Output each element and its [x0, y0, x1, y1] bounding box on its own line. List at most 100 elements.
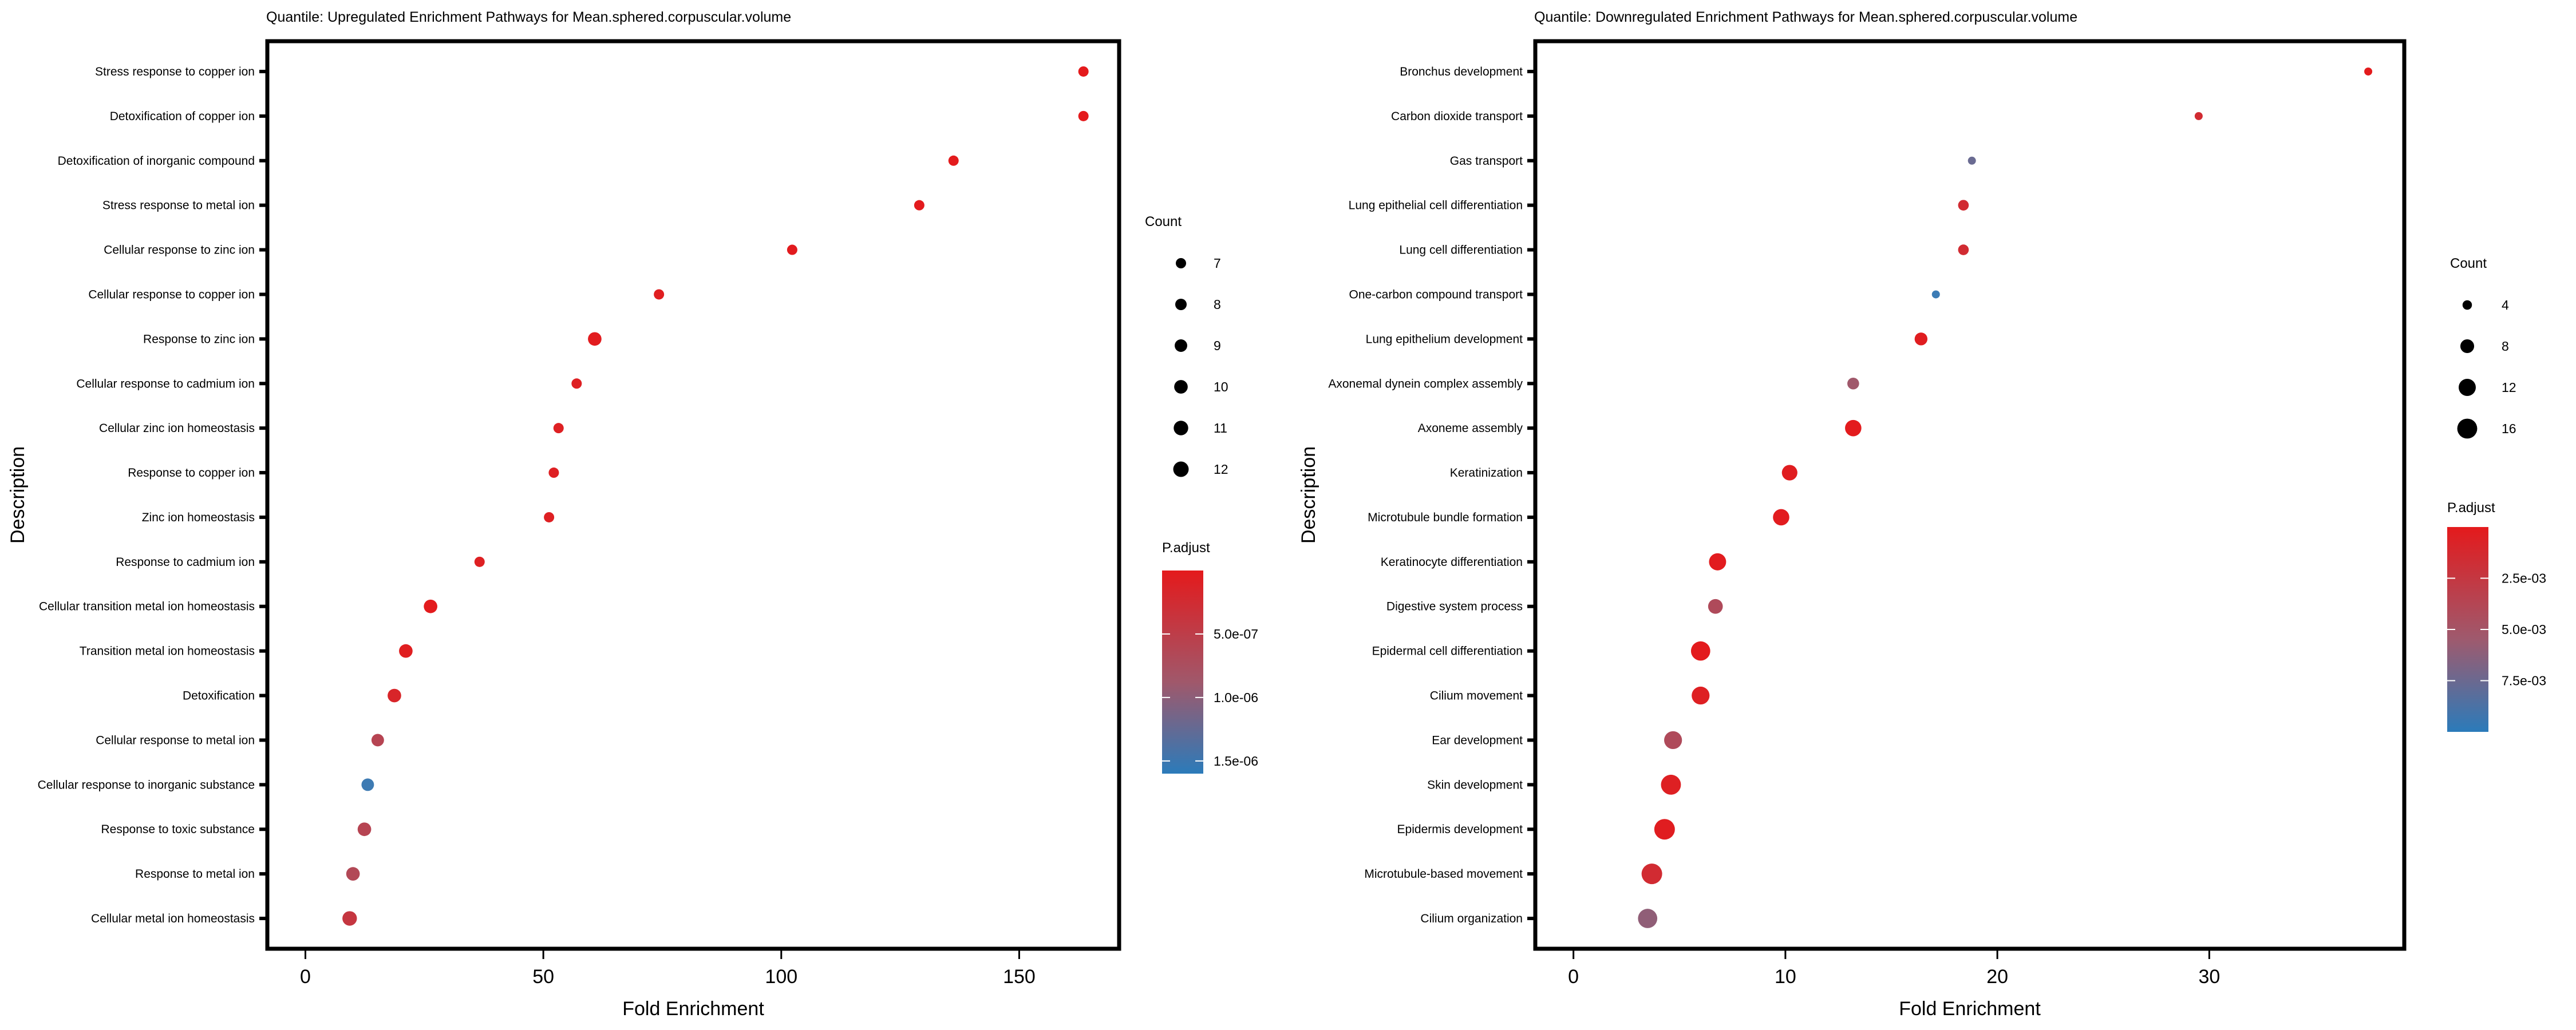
data-point [361, 778, 374, 791]
count-legend-key [1175, 298, 1187, 311]
p-adjust-legend-label: 7.5e-03 [2502, 674, 2546, 688]
data-point [544, 512, 555, 522]
y-tick-label: One-carbon compound transport [1349, 288, 1523, 301]
y-tick-label: Cellular response to cadmium ion [76, 377, 255, 390]
downregulated-panel: Quantile: Downregulated Enrichment Pathw… [1298, 9, 2546, 1020]
y-tick-label: Lung cell differentiation [1399, 244, 1523, 257]
p-adjust-legend: P.adjust 5.0e-07 1.0e-06 1.5e-06 [1162, 540, 1258, 774]
count-legend-key [1175, 339, 1187, 352]
count-legend-key [1174, 421, 1188, 435]
y-tick-label: Lung epithelium development [1366, 332, 1523, 346]
count-legend-label: 12 [1214, 462, 1228, 477]
count-legend-key [2457, 418, 2478, 439]
y-tick-label: Microtubule bundle formation [1368, 511, 1523, 524]
y-tick-label: Response to cadmium ion [116, 556, 255, 569]
data-point [553, 423, 564, 434]
data-points [342, 66, 1089, 926]
x-tick-label: 100 [765, 966, 797, 988]
p-adjust-colorbar [1162, 571, 1203, 774]
p-adjust-legend-label: 1.5e-06 [1214, 754, 1258, 768]
y-tick-label: Transition metal ion homeostasis [80, 645, 255, 658]
count-legend-label: 11 [1214, 421, 1227, 435]
y-tick-label: Cellular response to inorganic substance [38, 778, 255, 791]
plot-frame [1533, 39, 2407, 951]
data-point [948, 155, 959, 166]
y-axis-title: Description [1298, 446, 1319, 544]
count-legend-label: 7 [1214, 256, 1221, 271]
data-point [548, 468, 559, 478]
data-point [1078, 66, 1089, 77]
count-legend-label: 16 [2502, 421, 2516, 436]
data-point [357, 822, 372, 837]
y-tick-label: Carbon dioxide transport [1391, 110, 1523, 123]
data-point [787, 244, 797, 255]
data-point [1661, 774, 1681, 795]
y-tick-label: Response to toxic substance [101, 823, 255, 836]
data-point [2194, 112, 2203, 120]
count-legend: Count 4 8 12 16 [2450, 256, 2516, 439]
y-tick-label: Response to copper ion [128, 466, 255, 480]
x-tick-label: 150 [1003, 966, 1036, 988]
y-tick-label: Zinc ion homeostasis [142, 511, 255, 524]
count-legend-label: 10 [1214, 379, 1228, 394]
y-tick-label: Detoxification of copper ion [110, 110, 255, 123]
count-legend-key [2460, 339, 2475, 354]
p-adjust-legend-label: 5.0e-07 [1214, 627, 1258, 641]
count-legend-label: 8 [2502, 339, 2509, 354]
upregulated-panel: Quantile: Upregulated Enrichment Pathway… [7, 9, 1258, 1020]
data-point [1931, 290, 1940, 299]
count-legend-title: Count [2450, 256, 2487, 271]
data-point [1914, 332, 1928, 346]
data-point [571, 378, 582, 389]
y-axis-title: Description [7, 446, 29, 544]
y-tick-label: Cellular metal ion homeostasis [91, 912, 255, 925]
y-tick-label: Keratinization [1450, 466, 1523, 480]
data-point [1709, 553, 1726, 571]
count-legend-key [2462, 300, 2472, 310]
y-tick-label: Keratinocyte differentiation [1381, 556, 1523, 569]
plot-frame [265, 39, 1121, 951]
data-point [1654, 819, 1675, 840]
data-point [346, 867, 360, 881]
y-tick-label: Cellular zinc ion homeostasis [99, 422, 255, 435]
x-tick-label: 10 [1775, 966, 1796, 988]
data-point [1664, 731, 1682, 750]
p-adjust-legend-label: 2.5e-03 [2502, 571, 2546, 586]
data-points [1638, 67, 2373, 928]
data-point [1690, 641, 1710, 661]
count-legend-label: 12 [2502, 380, 2516, 395]
y-tick-label: Cilium organization [1420, 912, 1523, 925]
count-legend-key [1176, 258, 1186, 268]
data-point [1958, 200, 1969, 211]
p-adjust-legend-label: 1.0e-06 [1214, 690, 1258, 705]
y-tick-label: Ear development [1432, 734, 1523, 747]
data-point [371, 734, 384, 747]
y-tick-label: Skin development [1427, 778, 1523, 791]
x-tick-label: 50 [532, 966, 554, 988]
count-legend-label: 8 [1214, 297, 1221, 312]
data-point [1967, 156, 1976, 165]
y-tick-label: Cellular transition metal ion homeostasi… [39, 600, 255, 613]
y-tick-label: Cellular response to zinc ion [104, 244, 255, 257]
count-legend: Count 7 8 9 10 11 12 [1145, 214, 1228, 477]
x-tick-label: 0 [1568, 966, 1579, 988]
y-tick-label: Epidermis development [1397, 823, 1523, 836]
data-point [1958, 244, 1969, 255]
plot-title: Quantile: Upregulated Enrichment Pathway… [266, 9, 791, 25]
p-adjust-legend-title: P.adjust [1162, 540, 1210, 556]
y-tick-label: Detoxification [183, 690, 255, 703]
data-point [1773, 509, 1789, 526]
data-point [1078, 110, 1089, 121]
y-tick-label: Axonemal dynein complex assembly [1328, 377, 1523, 390]
x-axis-title: Fold Enrichment [1899, 998, 2041, 1020]
x-ticks: 0 10 20 30 [1568, 950, 2220, 988]
y-tick-label: Cellular response to copper ion [88, 288, 255, 301]
data-point [1638, 909, 1658, 928]
data-point [914, 200, 924, 211]
data-point [424, 599, 437, 613]
data-point [1845, 419, 1862, 437]
x-axis-title: Fold Enrichment [622, 998, 764, 1020]
x-ticks: 0 50 100 150 [300, 950, 1036, 988]
data-point [342, 911, 357, 926]
data-point [474, 556, 485, 567]
